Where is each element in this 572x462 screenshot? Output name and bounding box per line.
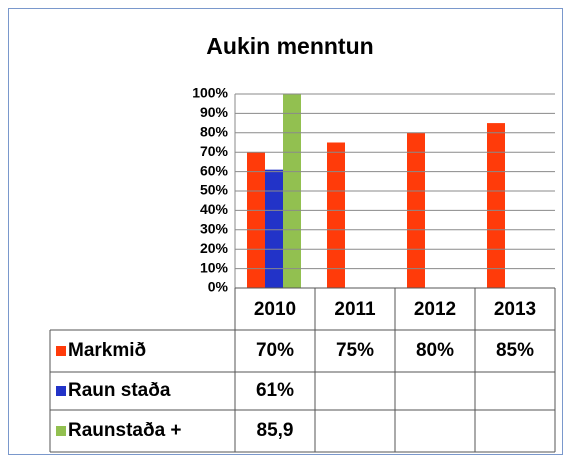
table-value: 85,9	[257, 420, 294, 441]
y-tick-label: 20%	[200, 240, 229, 256]
y-tick-label: 30%	[200, 221, 229, 237]
legend-key	[56, 346, 66, 356]
bar	[327, 142, 345, 288]
table-value: 75%	[336, 340, 374, 361]
legend-label: Markmið	[68, 340, 146, 361]
y-tick-label: 100%	[192, 85, 228, 101]
y-tick-label: 60%	[200, 162, 229, 178]
x-tick-label: 2011	[334, 299, 376, 320]
y-tick-label: 50%	[200, 182, 229, 198]
y-tick-label: 80%	[200, 124, 229, 140]
x-tick-label: 2012	[414, 299, 456, 320]
bar	[487, 123, 505, 288]
legend-key	[56, 386, 66, 396]
table-value: 80%	[416, 340, 454, 361]
legend-label: Raunstaða +	[68, 420, 182, 441]
bar	[265, 169, 283, 288]
y-tick-label: 90%	[200, 104, 229, 120]
y-tick-label: 0%	[208, 279, 229, 295]
bar	[247, 152, 265, 288]
table-value: 85%	[496, 340, 534, 361]
legend-label: Raun staða	[68, 380, 171, 401]
y-tick-label: 40%	[200, 201, 229, 217]
y-tick-label: 70%	[200, 143, 229, 159]
y-tick-label: 10%	[200, 259, 229, 275]
table-value: 70%	[256, 340, 294, 361]
x-tick-label: 2010	[254, 299, 296, 320]
x-tick-label: 2013	[494, 299, 536, 320]
chart-title: Aukin menntun	[206, 33, 373, 59]
table-value: 61%	[256, 380, 294, 401]
legend-key	[56, 426, 66, 436]
